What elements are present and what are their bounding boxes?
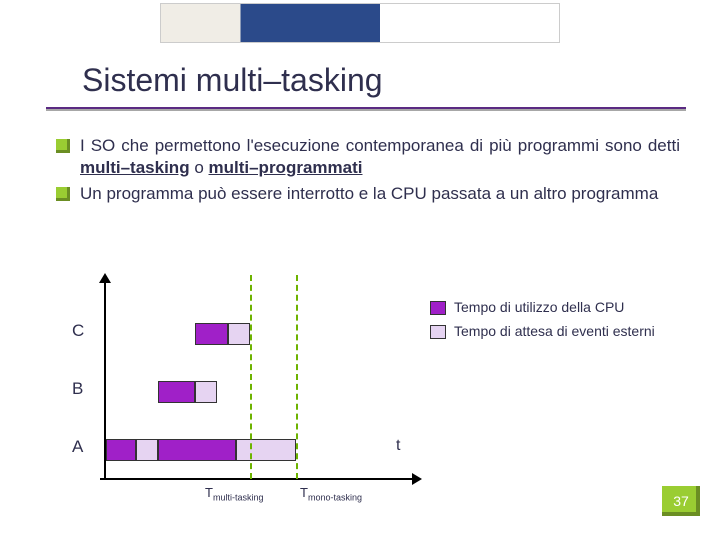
wait-bar (195, 381, 217, 403)
bullet-list: I SO che permettono l'esecuzione contemp… (56, 135, 680, 209)
legend-text: Tempo di utilizzo della CPU (454, 299, 660, 317)
legend-swatch (430, 301, 446, 315)
slide-title: Sistemi multi–tasking (82, 62, 383, 99)
vline (296, 275, 298, 479)
legend-text: Tempo di attesa di eventi esterni (454, 323, 660, 341)
bullet-text: Un programma può essere interrotto e la … (80, 183, 680, 205)
page-number: 37 (662, 486, 700, 516)
row-label: B (72, 379, 83, 399)
logo-image (160, 3, 560, 43)
bullet-item: Un programma può essere interrotto e la … (56, 183, 680, 205)
row-label: C (72, 321, 84, 341)
x-axis (100, 478, 420, 480)
legend-item: Tempo di utilizzo della CPU (430, 299, 660, 317)
header-logo-bar (0, 3, 720, 47)
cpu-bar (158, 439, 236, 461)
legend-swatch (430, 325, 446, 339)
tick-label: Tmono-tasking (300, 485, 362, 503)
timing-chart: Tempo di utilizzo della CPU Tempo di atte… (60, 275, 660, 495)
tick-label: Tmulti-tasking (205, 485, 263, 503)
legend: Tempo di utilizzo della CPU Tempo di atte… (430, 299, 660, 346)
legend-item: Tempo di attesa di eventi esterni (430, 323, 660, 341)
row-label: A (72, 437, 83, 457)
wait-bar (228, 323, 250, 345)
title-underline (46, 107, 686, 111)
bullet-item: I SO che permettono l'esecuzione contemp… (56, 135, 680, 179)
cpu-bar (195, 323, 228, 345)
cpu-bar (158, 381, 195, 403)
wait-bar (136, 439, 158, 461)
bullet-icon (56, 139, 70, 153)
bullet-icon (56, 187, 70, 201)
cpu-bar (106, 439, 136, 461)
bullet-text: I SO che permettono l'esecuzione contemp… (80, 135, 680, 179)
wait-bar (236, 439, 296, 461)
vline (250, 275, 252, 479)
axis-label-t: t (396, 437, 400, 455)
